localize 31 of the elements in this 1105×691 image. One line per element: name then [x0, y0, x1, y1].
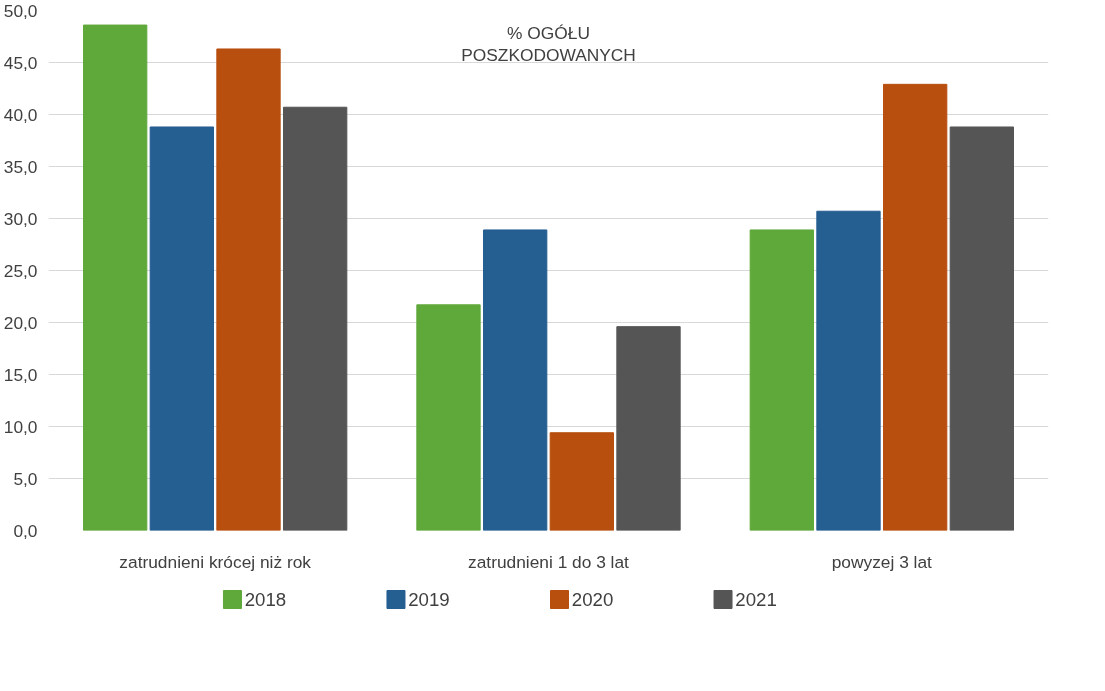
bar [283, 106, 348, 531]
x-tick-label: zatrudnieni krócej niż rok [119, 551, 312, 572]
bar [149, 126, 214, 531]
y-tick-label: 15,0 [3, 364, 38, 385]
y-tick-label: 20,0 [3, 312, 38, 333]
y-tick-label: 10,0 [3, 416, 38, 437]
legend-label: 2020 [571, 589, 614, 610]
bar [816, 210, 881, 531]
y-tick-label: 25,0 [3, 260, 38, 281]
bar [216, 48, 281, 531]
y-tick-label: 0,0 [13, 520, 38, 541]
bar [883, 83, 948, 531]
y-tick-label: 45,0 [3, 52, 38, 73]
bar [616, 326, 681, 531]
bar [483, 229, 548, 531]
bar [749, 229, 814, 531]
legend-label: 2018 [244, 589, 287, 610]
legend-label: 2021 [735, 589, 777, 610]
bar [83, 24, 148, 531]
bar [549, 432, 614, 531]
text: % OGÓŁU POSZKODOWANYCH [461, 22, 636, 65]
legend-label: 2019 [408, 589, 450, 610]
y-tick-label: 40,0 [3, 104, 38, 125]
y-tick-label: 30,0 [3, 208, 38, 229]
y-tick-label: 50,0 [3, 0, 38, 21]
bar [949, 126, 1014, 531]
bar [416, 304, 481, 531]
x-tick-label: zatrudnieni 1 do 3 lat [468, 551, 630, 572]
y-tick-label: 35,0 [3, 156, 38, 177]
y-tick-label: 5,0 [13, 468, 38, 489]
x-tick-label: powyzej 3 lat [831, 551, 933, 572]
